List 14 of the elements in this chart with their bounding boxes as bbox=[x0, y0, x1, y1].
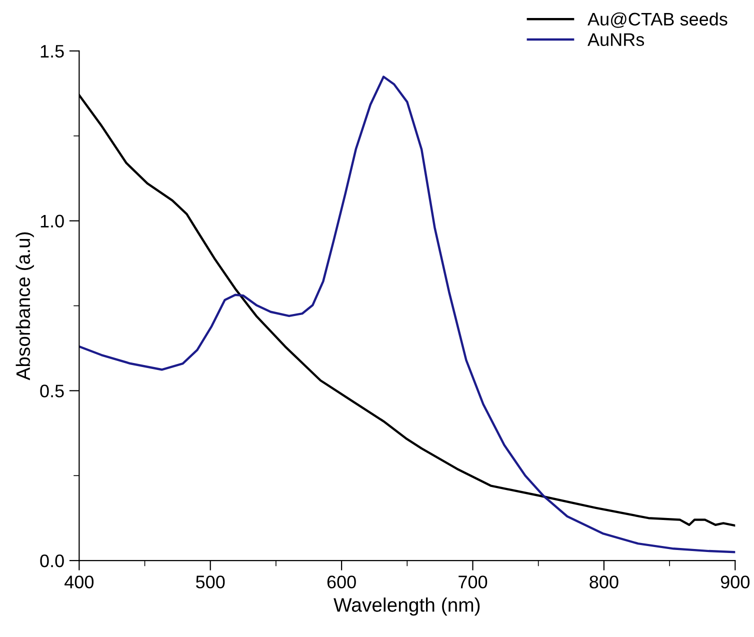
x-tick-label: 500 bbox=[196, 576, 225, 588]
y-tick-label: 1.0 bbox=[40, 214, 64, 228]
x-tick-label: 400 bbox=[64, 576, 94, 588]
y-axis-title: Absorbance (a.u) bbox=[16, 232, 34, 380]
x-tick-label: 700 bbox=[458, 576, 488, 588]
x-tick-label: 900 bbox=[720, 576, 750, 588]
x-tick-label: 800 bbox=[590, 576, 618, 588]
x-tick-label: 600 bbox=[327, 576, 356, 588]
y-tick-label: 0.0 bbox=[40, 554, 64, 568]
y-tick-label: 1.5 bbox=[40, 45, 64, 58]
x-axis-title: Wavelength (nm) bbox=[334, 598, 480, 616]
legend-label: AuNRs bbox=[588, 33, 644, 46]
legend-label: Au@CTAB seeds bbox=[588, 12, 728, 28]
y-tick-label: 0.5 bbox=[40, 384, 64, 398]
